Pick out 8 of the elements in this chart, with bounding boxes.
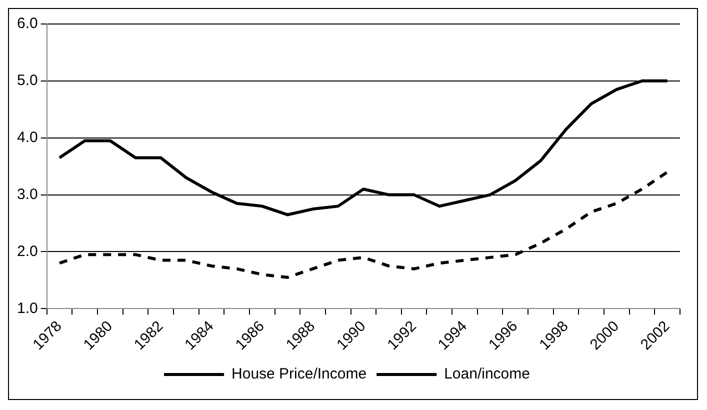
legend-label: Loan/income	[444, 366, 530, 383]
y-tick-label: 6.0	[16, 15, 38, 32]
y-tick-label: 5.0	[16, 72, 38, 90]
legend-label: House Price/Income	[232, 366, 367, 383]
y-tick-label: 4.0	[16, 129, 38, 146]
y-tick-label: 1.0	[16, 300, 38, 317]
y-tick-label: 2.0	[16, 242, 38, 260]
y-tick-label: 3.0	[16, 186, 38, 203]
